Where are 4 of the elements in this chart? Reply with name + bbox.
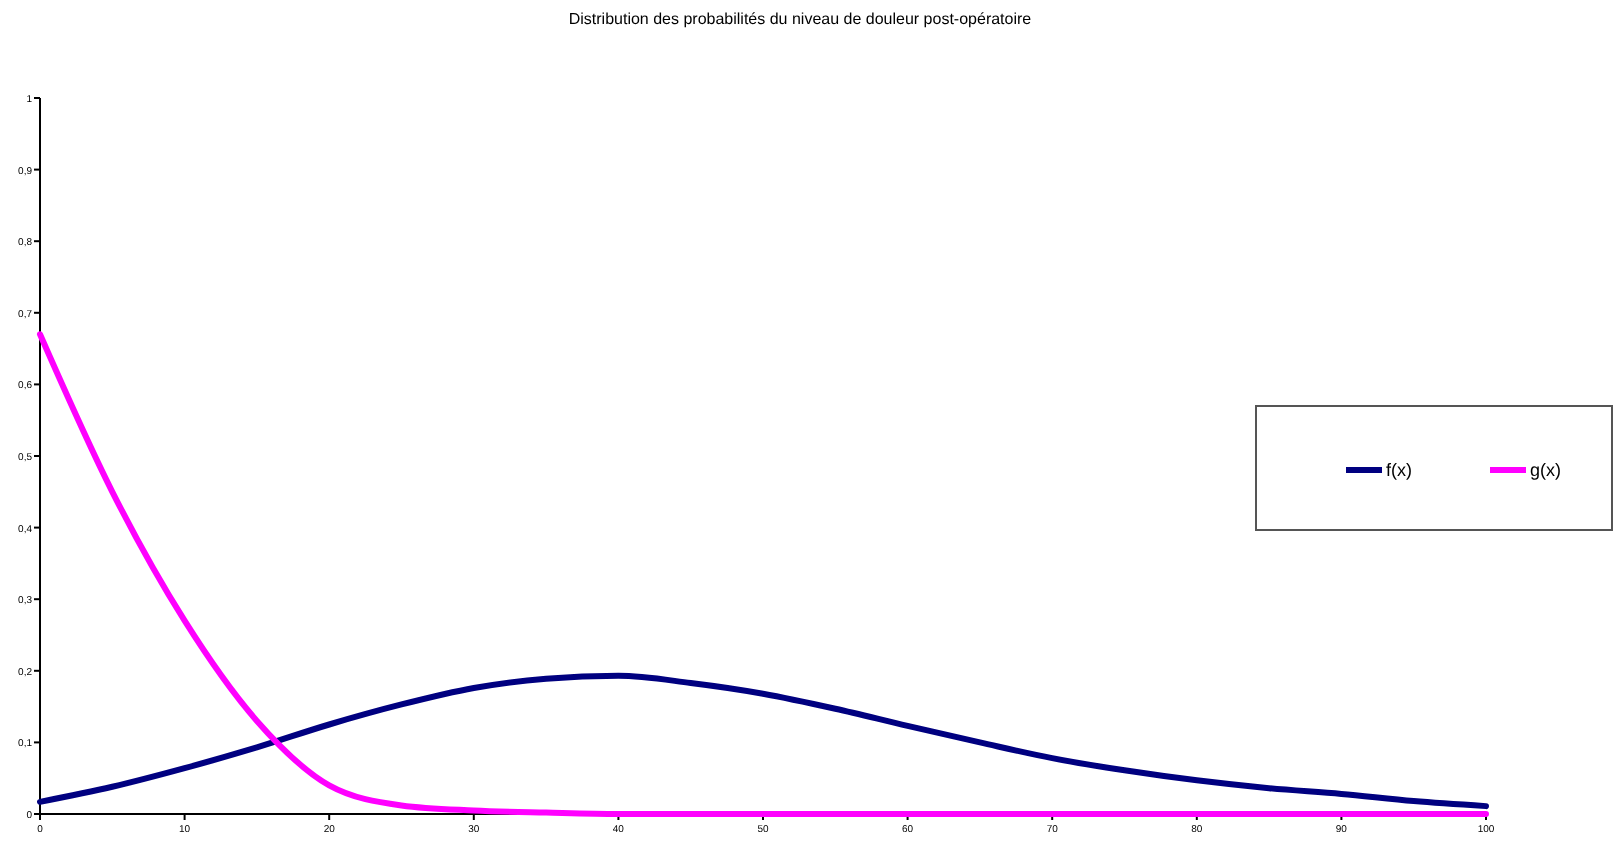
legend-label: f(x) <box>1386 460 1412 480</box>
chart-title: Distribution des probabilités du niveau de douleur post-opératoire <box>568 10 1033 28</box>
line-series <box>37 672 1489 810</box>
legend-label: g(x) <box>1530 460 1561 480</box>
